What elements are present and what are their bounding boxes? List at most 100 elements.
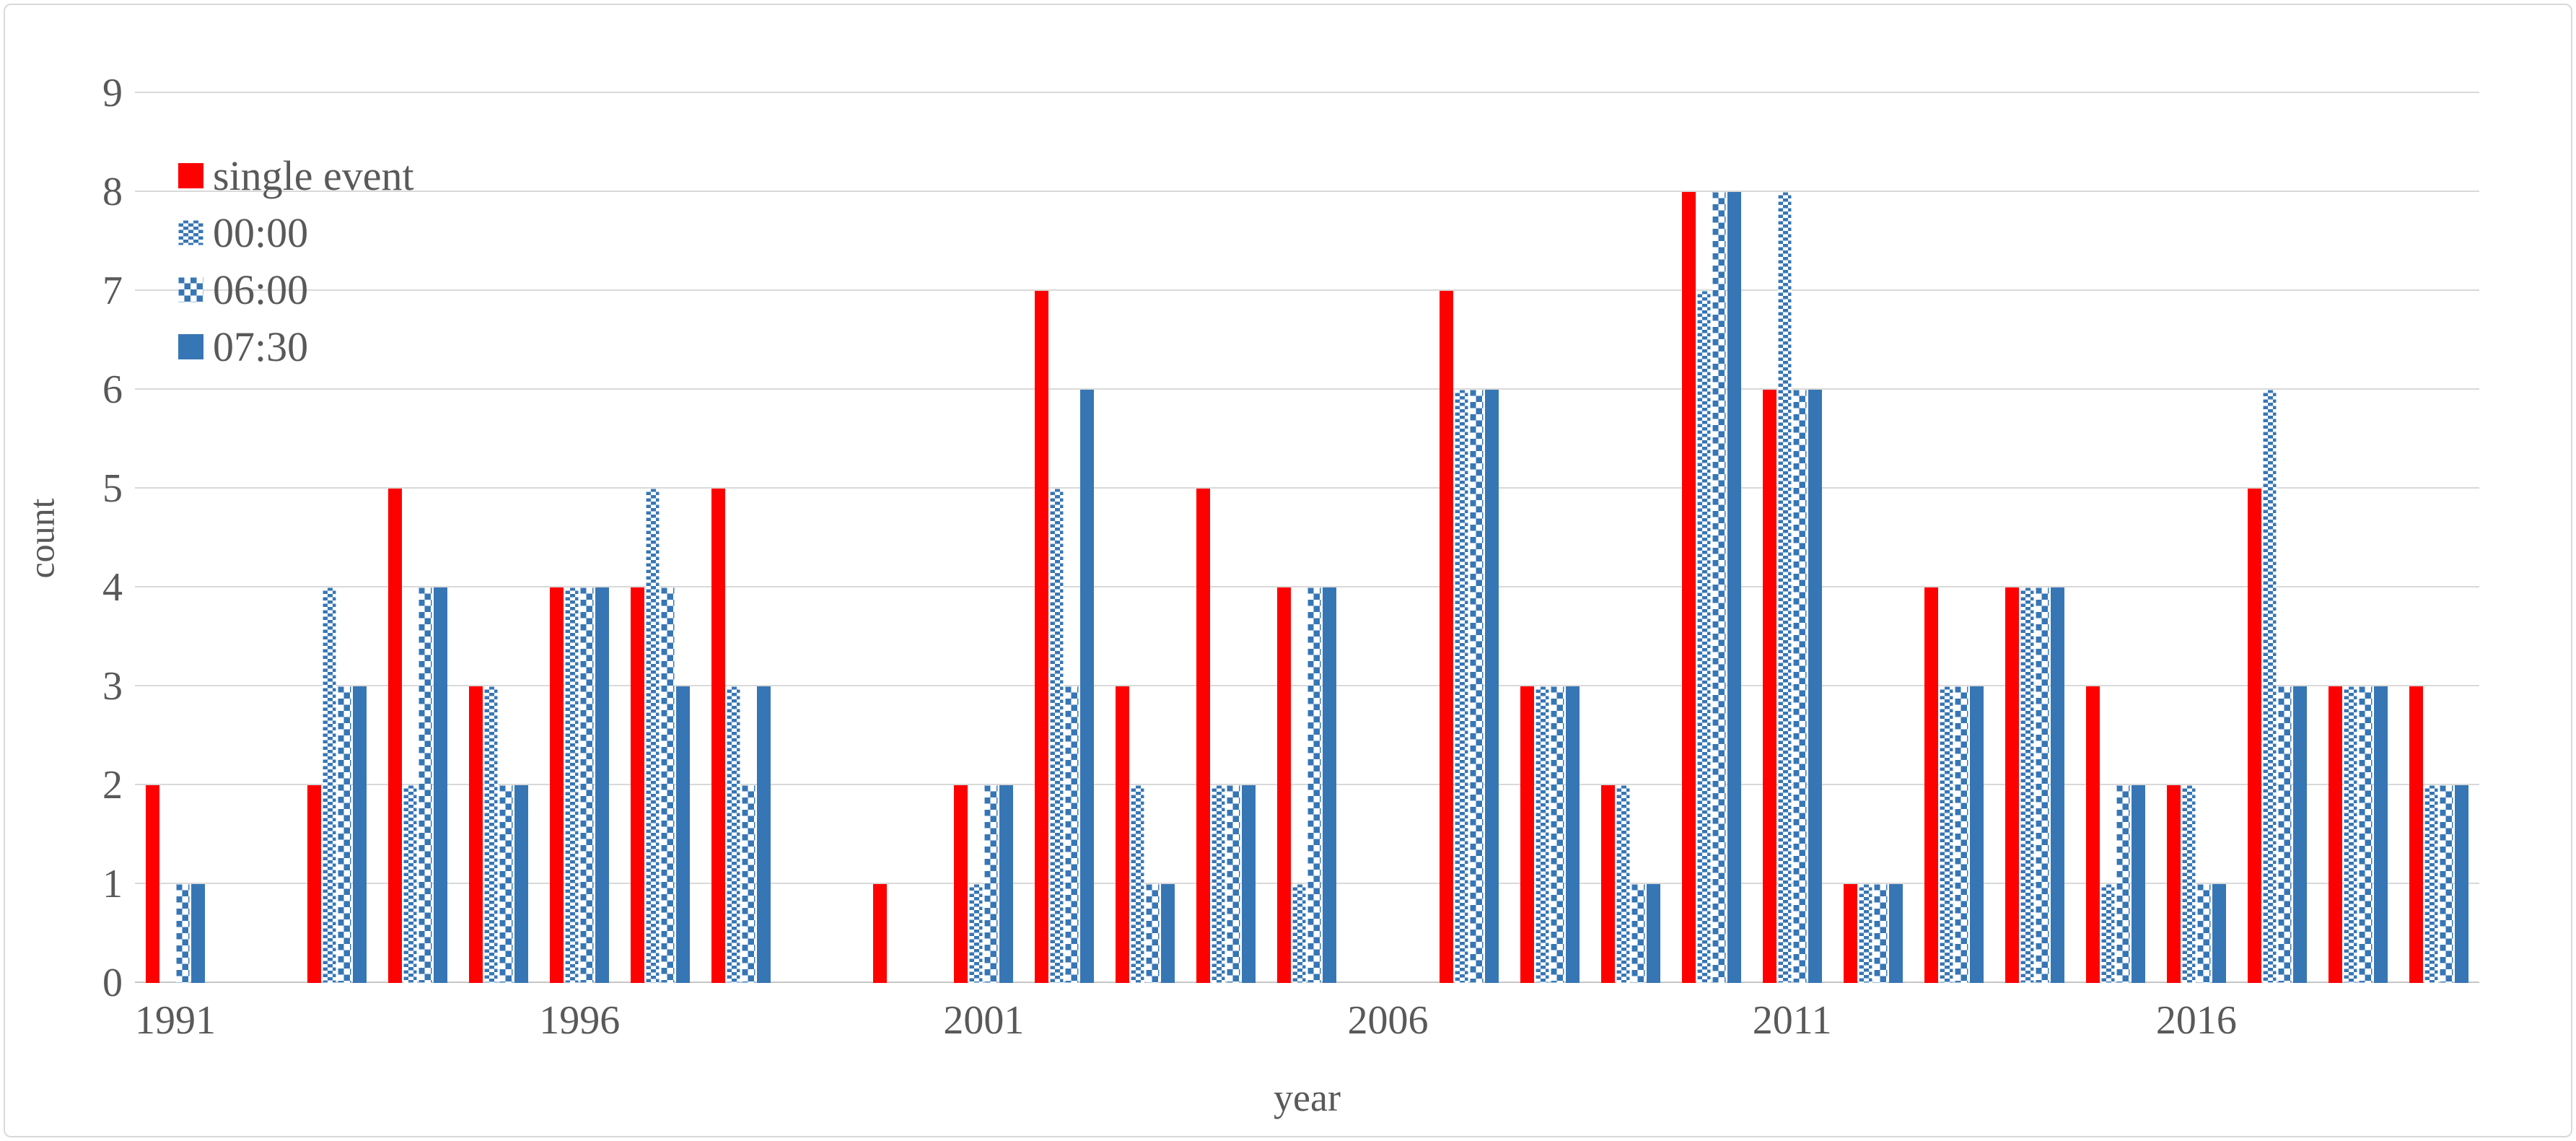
bar-group-2001 (943, 93, 1024, 983)
bar (353, 686, 367, 983)
bar (2212, 884, 2226, 983)
bar (1277, 587, 1292, 983)
bar-group-2005 (1266, 93, 1347, 983)
bar (469, 686, 483, 983)
x-tick-label: 1991 (135, 998, 216, 1043)
bar-group-2016 (2156, 93, 2237, 983)
y-tick-label: 3 (102, 664, 123, 709)
bar (499, 785, 514, 983)
bar-group-2006 (1347, 93, 1428, 983)
bar (1631, 884, 1645, 983)
bar (1888, 884, 1903, 983)
bar (1227, 785, 1241, 983)
bar (1858, 884, 1872, 983)
y-tick-label: 6 (102, 367, 123, 412)
bar (757, 686, 771, 983)
bar (1565, 686, 1580, 983)
gridline (135, 487, 2479, 489)
bar (1873, 884, 1888, 983)
x-tick-label: 2016 (2155, 998, 2237, 1043)
bar (2358, 686, 2373, 983)
bar-group-1995 (458, 93, 539, 983)
bar (1080, 390, 1095, 983)
bar (2454, 785, 2468, 983)
bar (176, 884, 190, 983)
bar (646, 489, 660, 983)
y-tick-label: 5 (102, 465, 123, 511)
bar (1727, 192, 1741, 983)
legend-item-single-event: single event (178, 147, 414, 204)
bar (1939, 686, 1953, 983)
bar-group-2018 (2318, 93, 2398, 983)
y-tick-label: 9 (102, 71, 123, 115)
bar-group-2015 (2075, 93, 2156, 983)
bar (2247, 489, 2261, 983)
gridline (135, 289, 2479, 291)
legend-label-0600: 06:00 (213, 266, 309, 313)
bar (1696, 291, 1711, 983)
bar (742, 785, 756, 983)
bar (1439, 291, 1453, 983)
bar (580, 587, 595, 983)
bar (1520, 686, 1534, 983)
bar-group-2008 (1510, 93, 1590, 983)
bar-group-2007 (1429, 93, 1510, 983)
bar (1616, 785, 1630, 983)
bar-group-2004 (1186, 93, 1266, 983)
bar (191, 884, 206, 983)
bar (1307, 587, 1322, 983)
bar (2409, 686, 2423, 983)
bar (146, 785, 160, 983)
bar (1131, 785, 1145, 983)
bar (2196, 884, 2211, 983)
bar-group-1994 (377, 93, 458, 983)
bar (484, 686, 499, 983)
x-tick-label: 2001 (943, 998, 1025, 1043)
bar (1469, 390, 1484, 983)
bar (2373, 686, 2388, 983)
bar (388, 489, 403, 983)
bar (2181, 785, 2196, 983)
bar (2050, 587, 2064, 983)
gridline (135, 92, 2479, 93)
legend-swatch-0730 (178, 334, 203, 359)
bar (1808, 390, 1822, 983)
bar (323, 587, 337, 983)
bar (1712, 192, 1726, 983)
y-axis-labels: 0 1 2 3 4 5 6 7 8 9 (0, 73, 123, 1003)
bar (1550, 686, 1564, 983)
x-axis-line (135, 982, 2479, 983)
legend-swatch-0000 (178, 220, 203, 245)
bar (1484, 390, 1499, 983)
bar-group-1997 (620, 93, 701, 983)
y-tick-label: 2 (102, 763, 123, 808)
y-tick-label: 7 (102, 268, 123, 313)
bar (969, 884, 983, 983)
bar (2100, 884, 2115, 983)
y-tick-label: 8 (102, 169, 123, 214)
bar (954, 785, 968, 983)
bar (1323, 587, 1337, 983)
legend-swatch-single-event (178, 163, 203, 188)
bar (2439, 785, 2453, 983)
bar (550, 587, 564, 983)
legend-label-0000: 00:00 (213, 209, 309, 256)
bar (1212, 785, 1226, 983)
bar (1242, 785, 1256, 983)
bar-group-2014 (1994, 93, 2075, 983)
bar (2131, 785, 2145, 983)
bar (1116, 686, 1130, 983)
legend-label-single-event: single event (213, 152, 414, 199)
x-tick-label: 2011 (1752, 998, 1832, 1043)
bar-groups (135, 93, 2479, 983)
bar (595, 587, 610, 983)
bar-group-2012 (1833, 93, 1914, 983)
bar-group-2010 (1671, 93, 1752, 983)
bar (2343, 686, 2357, 983)
bar (514, 785, 529, 983)
bar (631, 587, 645, 983)
bar (1454, 390, 1468, 983)
bar (2262, 390, 2277, 983)
gridline (135, 191, 2479, 193)
